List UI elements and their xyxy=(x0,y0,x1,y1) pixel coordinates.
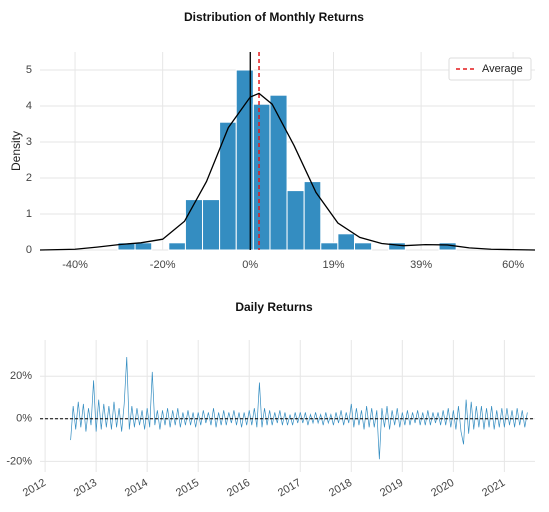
y-tick-label: 2 xyxy=(26,172,32,184)
x-tick-label: 2019 xyxy=(378,477,405,500)
bar xyxy=(388,242,406,251)
bar xyxy=(168,242,186,251)
y-tick-label: 1 xyxy=(26,208,32,220)
y-axis-label: Density xyxy=(9,131,23,171)
x-tick-label: 2016 xyxy=(225,477,252,500)
chart-title: Daily Returns xyxy=(235,300,313,314)
y-tick-label: 20% xyxy=(10,370,32,382)
bar xyxy=(252,103,271,251)
line xyxy=(70,357,528,460)
y-tick-label: 5 xyxy=(26,64,32,76)
bar xyxy=(134,242,153,251)
bar xyxy=(202,199,221,251)
bar xyxy=(337,233,356,251)
x-tick-label: -40% xyxy=(62,259,88,271)
bar xyxy=(269,94,288,251)
x-tick-label: 60% xyxy=(502,259,524,271)
legend-box xyxy=(448,57,532,81)
y-tick-label: 4 xyxy=(26,100,32,112)
x-tick-label: 0% xyxy=(242,259,258,271)
y-tick-label: 0 xyxy=(26,244,32,256)
bar xyxy=(286,190,305,251)
bar xyxy=(320,242,339,251)
x-tick-label: 2012 xyxy=(21,477,48,500)
x-tick-label: 2018 xyxy=(327,477,354,500)
x-tick-label: 2014 xyxy=(123,477,150,500)
legend-label: Average xyxy=(482,63,523,75)
x-tick-label: -20% xyxy=(150,259,176,271)
chart-title: Distribution of Monthly Returns xyxy=(184,10,364,24)
bar xyxy=(184,199,204,251)
y-tick-label: 0% xyxy=(16,413,32,425)
x-tick-label: 2020 xyxy=(429,477,456,500)
x-tick-label: 2013 xyxy=(72,477,99,500)
bar xyxy=(354,242,373,251)
y-tick-label: -20% xyxy=(6,455,32,467)
bar xyxy=(303,181,322,251)
x-tick-label: 2021 xyxy=(480,477,507,500)
x-tick-label: 19% xyxy=(322,259,344,271)
y-tick-label: 3 xyxy=(26,136,32,148)
x-tick-label: 2017 xyxy=(276,477,303,500)
x-tick-label: 39% xyxy=(410,259,432,271)
kde-curve xyxy=(39,92,536,251)
x-tick-label: 2015 xyxy=(174,477,201,500)
